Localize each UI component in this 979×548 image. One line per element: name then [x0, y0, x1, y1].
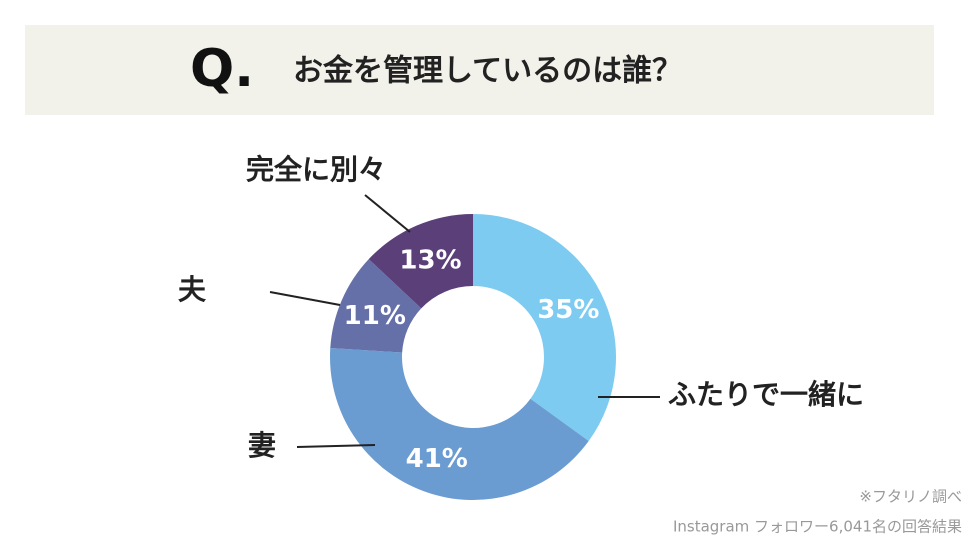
chart-title: お金を管理しているのは誰？	[293, 54, 682, 89]
header-band	[25, 25, 934, 115]
category-label: 妻	[248, 429, 276, 462]
value-label: 41%	[406, 444, 468, 474]
category-label: 完全に別々	[246, 153, 386, 186]
leader-line	[364, 194, 411, 233]
leader-line	[269, 291, 341, 306]
category-label: ふたりで一緒に	[668, 378, 864, 411]
value-label: 13%	[399, 245, 461, 275]
leader-line	[296, 444, 376, 448]
value-label: 35%	[537, 295, 599, 325]
donut-segment	[368, 214, 473, 309]
category-label: 夫	[178, 273, 207, 306]
donut-segment	[473, 214, 616, 442]
donut-segment	[330, 348, 589, 500]
value-label: 11%	[344, 301, 406, 331]
note: Instagram フォロワー6,041名の回答結果	[673, 518, 962, 536]
donut-segment	[330, 259, 422, 353]
q-label: Q.	[190, 39, 254, 99]
note: ※フタリノ調べ	[859, 488, 962, 506]
